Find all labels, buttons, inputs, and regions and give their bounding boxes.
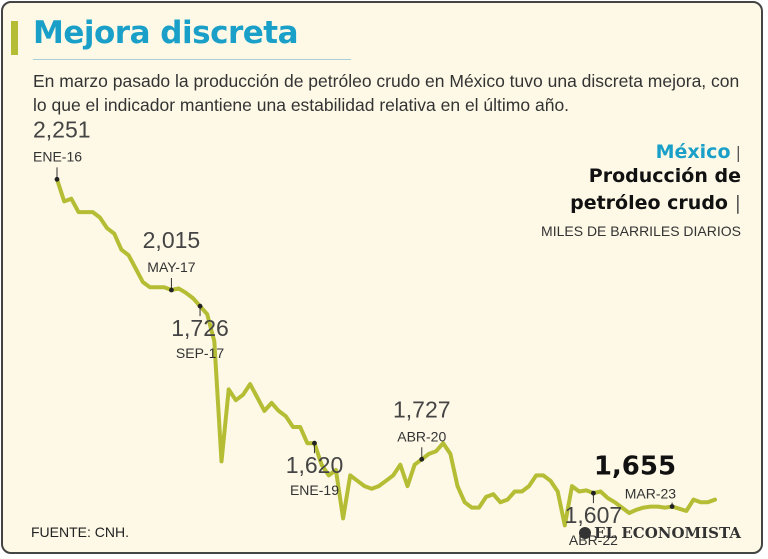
annotation-date-abr-20: ABR-20 [397,428,446,444]
chart-legend: México | Producción de petróleo crudo | … [541,141,741,239]
data-point-marker-abr-22 [591,490,596,496]
page-title: Mejora discreta [33,15,299,51]
brand-name: EL ECONOMISTA [594,524,741,542]
title-accent-bar [11,21,18,55]
data-point-marker-abr-20 [419,456,425,462]
source-note: FUENTE: CNH. [31,524,129,540]
brand-logo: EL ECONOMISTA [579,524,741,542]
legend-units: MILES DE BARRILES DIARIOS [541,223,741,239]
title-underline [33,59,351,60]
brand-mark-icon [579,527,592,539]
annotation-date-ene-19: ENE-19 [290,482,339,498]
annotation-value-may-17: 2,015 [143,227,201,253]
data-point-marker-ene-19 [312,440,317,446]
production-line-chart: 2,251 ENE-16 2,015 MAY-17 1,726 SEP-17 1,620 EN… [33,116,717,548]
annotation-date-mar-23: MAR-23 [625,486,677,502]
data-point-marker-may-17 [169,287,174,293]
annotation-value-sep-17: 1,726 [171,315,229,341]
legend-separator-1: | [735,143,741,162]
legend-country: México [655,141,731,163]
data-point-marker-mar-23 [669,504,675,509]
annotation-value-ene-19: 1,620 [286,452,344,478]
data-point-marker-sep-17 [197,303,203,309]
data-point-marker-ene-16 [54,176,60,182]
legend-metric-line1: Producción de [588,165,741,187]
annotation-date-sep-17: SEP-17 [176,345,224,361]
annotation-value-abr-22: 1,607 [565,502,623,528]
page-subtitle: En marzo pasado la producción de petróle… [33,71,740,115]
annotation-value-abr-20: 1,727 [393,396,451,422]
annotation-date-ene-16: ENE-16 [33,148,82,164]
production-series-line [55,177,717,528]
annotation-value-ene-16: 2,251 [33,116,91,142]
legend-metric-line2: petróleo crudo [570,192,728,214]
legend-separator-2: | [734,192,741,214]
annotation-date-may-17: MAY-17 [147,259,195,275]
annotation-value-mar-23: 1,655 [594,452,676,482]
